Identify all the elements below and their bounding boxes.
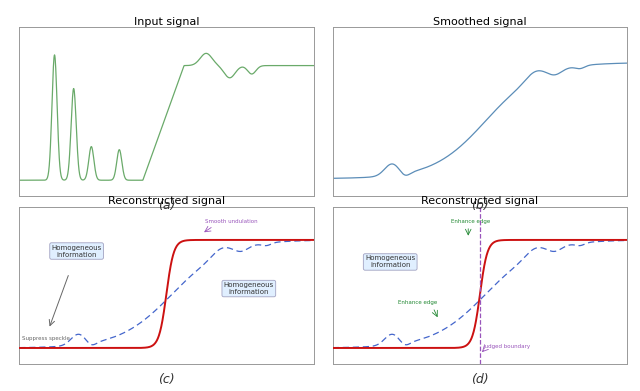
Title: Smoothed signal: Smoothed signal	[433, 16, 527, 27]
Title: Reconstructed signal: Reconstructed signal	[421, 196, 539, 206]
Title: Input signal: Input signal	[134, 16, 199, 27]
Text: Homogeneous
information: Homogeneous information	[365, 255, 415, 269]
Text: Homogeneous
information: Homogeneous information	[51, 244, 102, 258]
Text: Suppress speckle: Suppress speckle	[22, 336, 70, 341]
Text: Enhance edge: Enhance edge	[397, 300, 437, 305]
Text: Judged boundary: Judged boundary	[483, 344, 530, 349]
Text: Enhance edge: Enhance edge	[451, 219, 490, 224]
Text: Homogeneous
information: Homogeneous information	[224, 282, 274, 295]
Title: Reconstructed signal: Reconstructed signal	[108, 196, 225, 206]
Text: (c): (c)	[158, 373, 175, 386]
Text: (a): (a)	[157, 199, 175, 212]
Text: Smooth undulation: Smooth undulation	[205, 219, 257, 224]
Text: (d): (d)	[471, 373, 489, 386]
Text: (b): (b)	[471, 199, 489, 212]
